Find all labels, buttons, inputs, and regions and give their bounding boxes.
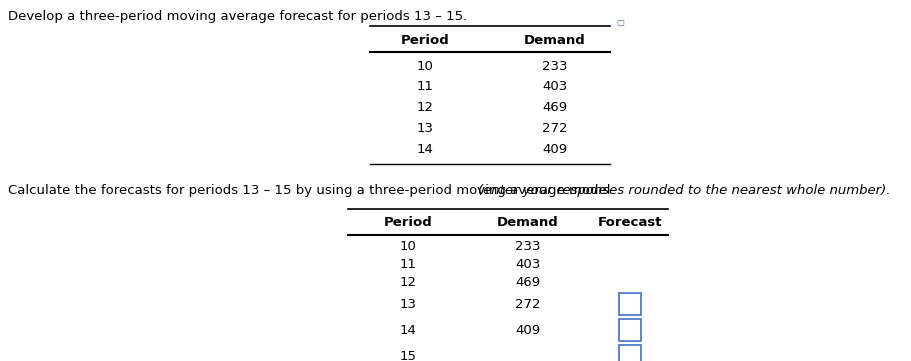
Text: 12: 12 [416, 101, 433, 114]
Text: 403: 403 [515, 257, 540, 270]
Text: 10: 10 [399, 239, 416, 252]
Text: 13: 13 [399, 297, 416, 310]
Text: Calculate the forecasts for periods 13 – 15 by using a three-period moving avera: Calculate the forecasts for periods 13 –… [8, 184, 614, 197]
FancyBboxPatch shape [619, 345, 640, 361]
Text: 11: 11 [416, 81, 433, 93]
Text: 272: 272 [542, 122, 568, 135]
Text: 469: 469 [515, 275, 540, 288]
Text: □: □ [615, 18, 623, 27]
Text: Demand: Demand [524, 34, 585, 47]
Text: 14: 14 [416, 144, 433, 157]
Text: 12: 12 [399, 275, 416, 288]
FancyBboxPatch shape [619, 319, 640, 341]
Text: 409: 409 [542, 144, 567, 157]
Text: 403: 403 [542, 81, 567, 93]
Text: 233: 233 [542, 60, 568, 73]
Text: 14: 14 [399, 323, 416, 336]
Text: Develop a three-period moving average forecast for periods 13 – 15.: Develop a three-period moving average fo… [8, 10, 466, 23]
Text: Forecast: Forecast [597, 217, 661, 230]
Text: (enter your responses rounded to the nearest whole number).: (enter your responses rounded to the nea… [477, 184, 889, 197]
Text: Demand: Demand [496, 217, 558, 230]
Text: Period: Period [400, 34, 449, 47]
Text: 409: 409 [515, 323, 540, 336]
Text: 15: 15 [399, 349, 416, 361]
Text: 233: 233 [515, 239, 540, 252]
Text: 10: 10 [416, 60, 433, 73]
Text: 13: 13 [416, 122, 433, 135]
Text: 272: 272 [515, 297, 540, 310]
Text: 11: 11 [399, 257, 416, 270]
Text: Period: Period [384, 217, 432, 230]
FancyBboxPatch shape [619, 293, 640, 315]
Text: 469: 469 [542, 101, 567, 114]
